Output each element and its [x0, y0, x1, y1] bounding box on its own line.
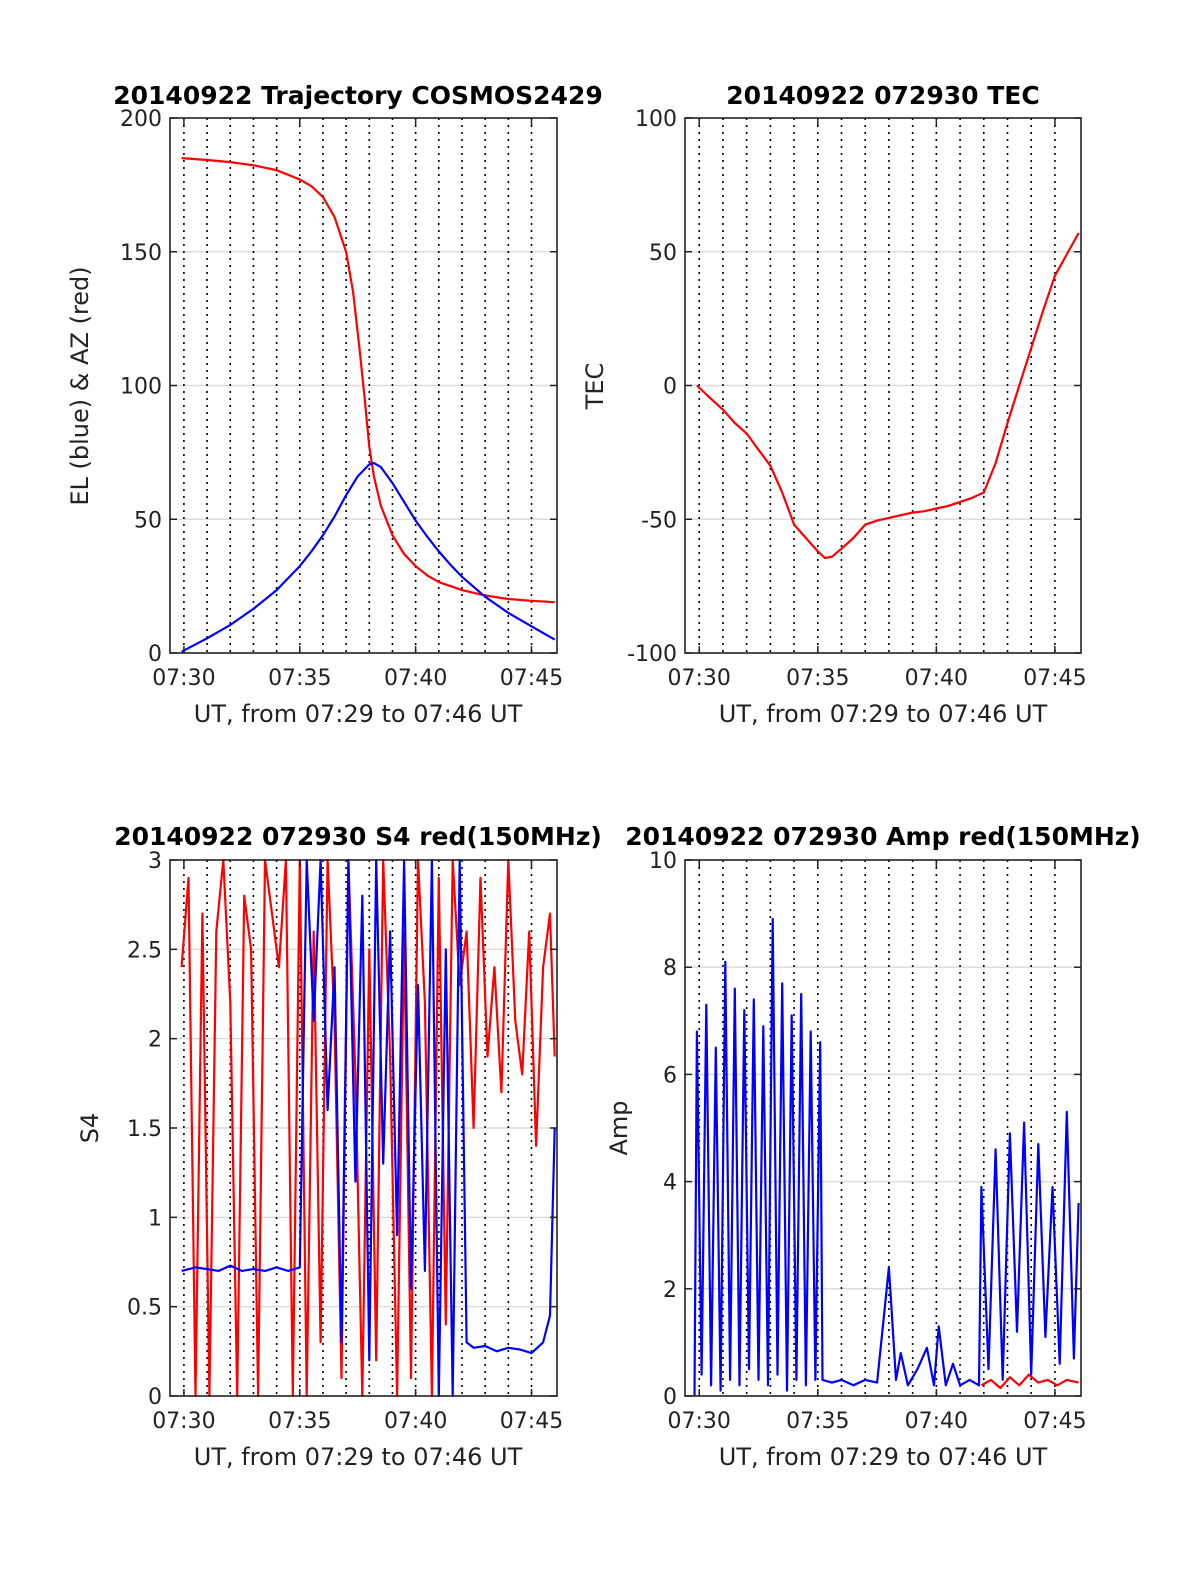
tec-ytick-label: -50 — [641, 508, 677, 533]
trajectory-xtick-label: 07:40 — [384, 666, 447, 691]
tec-xtick-label: 07:40 — [905, 666, 968, 691]
tec-xtick-label: 07:45 — [1023, 666, 1086, 691]
tec-title: 20140922 072930 TEC — [726, 81, 1039, 110]
amp-ytick-label: 2 — [663, 1278, 677, 1303]
amp-ylabel: Amp — [605, 1100, 633, 1155]
amp-ytick-label: 10 — [649, 849, 677, 874]
amp-ytick-label: 6 — [663, 1063, 677, 1088]
tec-ytick-label: -100 — [627, 642, 677, 667]
trajectory-ytick-label: 150 — [120, 241, 162, 266]
s4-xtick-label: 07:30 — [152, 1409, 215, 1434]
s4-ytick-label: 1 — [148, 1206, 162, 1231]
trajectory-ylabel: EL (blue) & AZ (red) — [66, 266, 94, 505]
s4-ytick-label: 1.5 — [127, 1117, 162, 1142]
trajectory-xtick-label: 07:35 — [268, 666, 331, 691]
trajectory-series-line-1 — [181, 462, 556, 653]
s4-panel: 20140922 072930 S4 red(150MHz) UT, from … — [76, 822, 602, 1471]
trajectory-xlabel: UT, from 07:29 to 07:46 UT — [194, 700, 523, 728]
amp-xlabel: UT, from 07:29 to 07:46 UT — [719, 1443, 1048, 1471]
s4-ylabel: S4 — [76, 1113, 104, 1144]
trajectory-ytick-label: 100 — [120, 375, 162, 400]
s4-series-line-0 — [180, 858, 556, 1398]
s4-xtick-label: 07:35 — [268, 1409, 331, 1434]
s4-ytick-label: 3 — [148, 849, 162, 874]
s4-xlabel: UT, from 07:29 to 07:46 UT — [194, 1443, 523, 1471]
s4-ytick-label: 2 — [148, 1028, 162, 1053]
amp-axes-frame — [684, 859, 1082, 1397]
s4-xtick-label: 07:45 — [500, 1409, 563, 1434]
amp-ytick-label: 4 — [663, 1171, 677, 1196]
tec-ytick-label: 100 — [635, 107, 677, 132]
s4-ytick-label: 2.5 — [127, 938, 162, 963]
amp-xtick-label: 07:35 — [786, 1409, 849, 1434]
trajectory-xtick-label: 07:45 — [500, 666, 563, 691]
trajectory-panel: 20140922 Trajectory COSMOS2429 UT, from … — [66, 81, 603, 728]
tec-ylabel: TEC — [581, 363, 609, 411]
amp-title: 20140922 072930 Amp red(150MHz) — [625, 822, 1141, 851]
s4-series-line-1 — [181, 858, 556, 1398]
amp-ytick-label: 0 — [663, 1385, 677, 1410]
tec-ytick-label: 0 — [663, 375, 677, 400]
trajectory-xtick-label: 07:30 — [152, 666, 215, 691]
amp-xtick-label: 07:30 — [668, 1409, 731, 1434]
s4-xtick-label: 07:40 — [384, 1409, 447, 1434]
s4-title: 20140922 072930 S4 red(150MHz) — [114, 822, 602, 851]
amp-xtick-label: 07:40 — [905, 1409, 968, 1434]
amp-ytick-label: 8 — [663, 956, 677, 981]
amp-xtick-label: 07:45 — [1023, 1409, 1086, 1434]
trajectory-ytick-label: 0 — [148, 642, 162, 667]
tec-xtick-label: 07:30 — [668, 666, 731, 691]
tec-ytick-label: 50 — [649, 241, 677, 266]
tec-series-line-0 — [696, 232, 1080, 560]
tec-panel: 20140922 072930 TEC UT, from 07:29 to 07… — [581, 81, 1087, 728]
amp-panel: 20140922 072930 Amp red(150MHz) UT, from… — [605, 822, 1141, 1471]
amp-series-line-0 — [980, 1373, 1079, 1390]
tec-xlabel: UT, from 07:29 to 07:46 UT — [719, 700, 1048, 728]
trajectory-series-line-0 — [181, 157, 555, 604]
trajectory-title: 20140922 Trajectory COSMOS2429 — [113, 81, 603, 110]
s4-ytick-label: 0.5 — [127, 1296, 162, 1321]
tec-xtick-label: 07:35 — [786, 666, 849, 691]
amp-series-line-1 — [693, 917, 1080, 1397]
trajectory-ytick-label: 50 — [134, 508, 162, 533]
trajectory-ytick-label: 200 — [120, 107, 162, 132]
s4-ytick-label: 0 — [148, 1385, 162, 1410]
